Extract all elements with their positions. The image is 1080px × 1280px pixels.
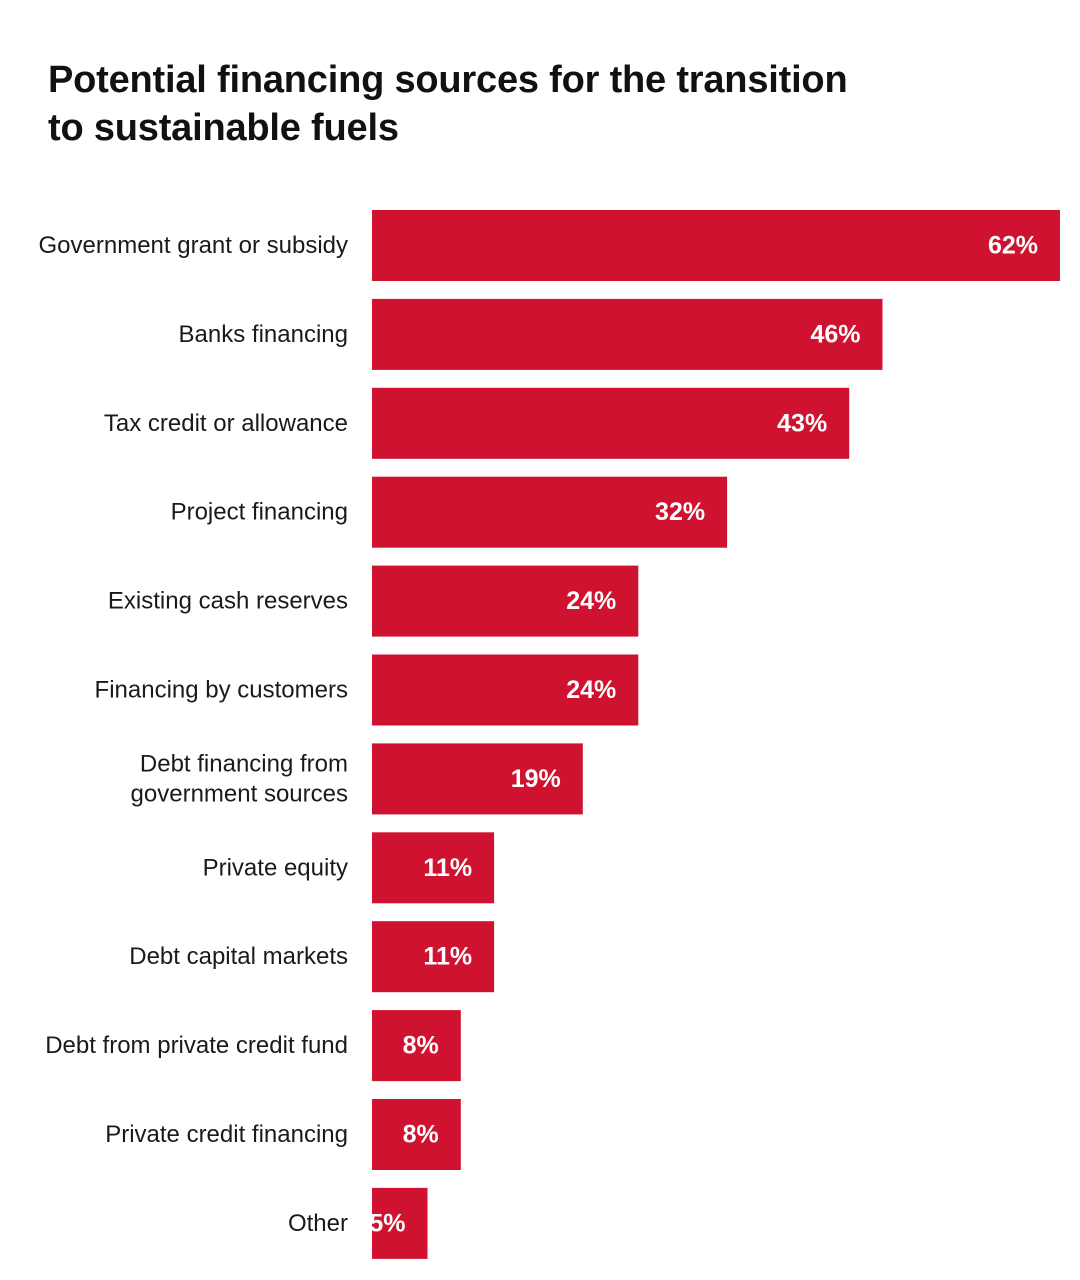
bar	[372, 565, 639, 637]
category-label-line: Banks financing	[179, 321, 348, 348]
chart-title: Potential financing sources for the tran…	[48, 56, 948, 152]
chart-title-line-1: Potential financing sources for the tran…	[48, 59, 848, 101]
category-label: Financing by customers	[95, 677, 348, 704]
category-label-line: Private equity	[203, 854, 348, 881]
category-label: Debt capital markets	[129, 943, 348, 970]
category-label-line: government sources	[131, 780, 348, 807]
category-label-line: Debt capital markets	[129, 943, 348, 970]
bar-value-label: 5%	[369, 1209, 405, 1237]
bar-value-label: 46%	[810, 320, 860, 348]
bar	[372, 210, 1060, 281]
bar	[372, 298, 883, 370]
bar-value-label: 43%	[777, 409, 827, 437]
bar	[372, 1010, 461, 1082]
bar-value-label: 8%	[403, 1032, 439, 1060]
category-label-line: Debt from private credit fund	[45, 1032, 348, 1059]
category-label: Project financing	[171, 499, 348, 526]
bar	[372, 921, 495, 993]
bar	[372, 1187, 428, 1259]
category-label: Debt from private credit fund	[45, 1032, 348, 1059]
category-label: Government grant or subsidy	[39, 232, 348, 259]
bar	[372, 654, 639, 726]
category-label-line: Existing cash reserves	[108, 588, 348, 615]
bar-value-label: 19%	[511, 765, 561, 793]
category-label: Debt financing from government sources	[131, 750, 348, 807]
category-label-line: Debt financing from	[140, 750, 348, 777]
category-label: Banks financing	[179, 321, 348, 348]
category-label-line: Tax credit or allowance	[104, 410, 348, 437]
bar	[372, 387, 850, 459]
bar-value-label: 8%	[403, 1121, 439, 1149]
bar-value-label: 11%	[423, 854, 472, 882]
bar	[372, 832, 495, 904]
category-label: Private equity	[203, 854, 348, 881]
category-label-line: Other	[288, 1210, 348, 1237]
bar-value-label: 62%	[988, 232, 1038, 260]
category-label: Private credit financing	[105, 1121, 348, 1148]
bar-value-label: 24%	[566, 587, 616, 615]
bar	[372, 1099, 461, 1170]
bar-value-label: 32%	[655, 498, 705, 526]
category-label: Existing cash reserves	[108, 588, 348, 615]
category-label-line: Government grant or subsidy	[39, 232, 348, 259]
category-label-line: Project financing	[171, 499, 348, 526]
chart-title-line-2: to sustainable fuels	[48, 107, 399, 149]
category-label: Tax credit or allowance	[104, 410, 348, 437]
category-label-line: Financing by customers	[95, 677, 348, 704]
bar-value-label: 11%	[423, 943, 472, 971]
bar	[372, 743, 583, 815]
bar-value-label: 24%	[566, 676, 616, 704]
category-label-line: Private credit financing	[105, 1121, 348, 1148]
category-label: Other	[288, 1210, 348, 1237]
bar	[372, 476, 728, 548]
